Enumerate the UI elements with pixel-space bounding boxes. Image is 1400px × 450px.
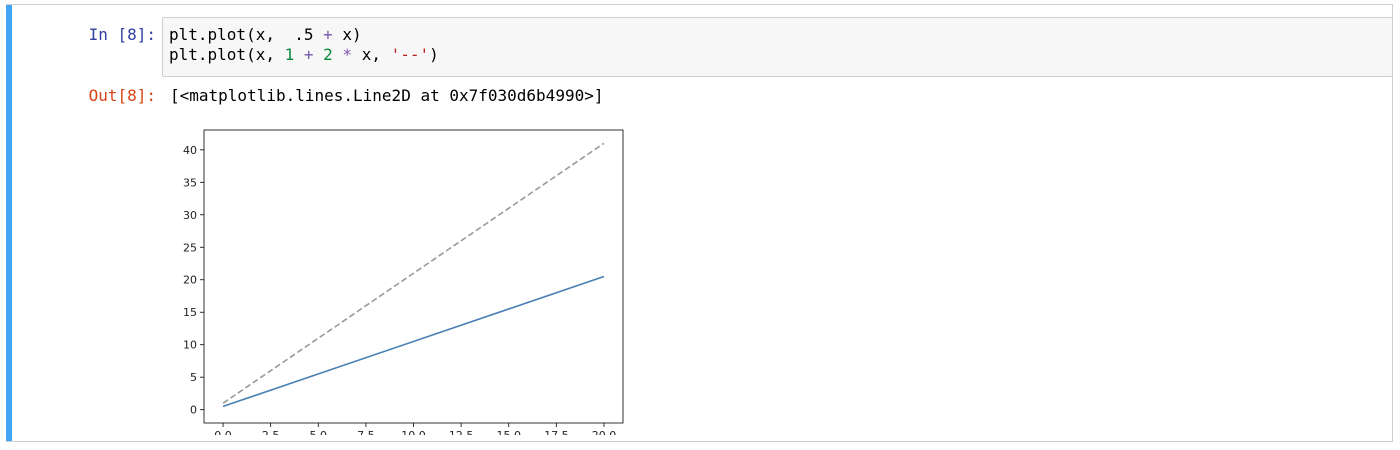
cell-selected-indicator [6,5,12,441]
code-text: plt.plot(x, .5 [169,25,324,44]
x-tick-label: 15.0 [496,429,521,435]
code-text: x) [332,25,362,44]
y-tick-label: 30 [183,209,197,222]
x-tick-label: 0.0 [214,429,232,435]
code-line-2: plt.plot(x, 1 + 2 * x, '--') [169,45,1386,65]
y-tick-label: 25 [183,241,197,254]
code-operator: * [332,45,362,64]
notebook-cell[interactable]: In [8]: plt.plot(x, .5 + x) plt.plot(x, … [6,4,1393,442]
y-tick-label: 5 [190,371,197,384]
y-tick-label: 20 [183,274,197,287]
x-tick-label: 12.5 [449,429,474,435]
series-line-1 [222,275,605,408]
y-tick-label: 35 [183,176,197,189]
code-text: plt.plot(x, [169,45,285,64]
code-string: '--' [390,45,430,64]
code-number: 1 [284,45,295,64]
code-input[interactable]: plt.plot(x, .5 + x) plt.plot(x, 1 + 2 * … [162,17,1393,77]
x-tick-label: 5.0 [310,429,328,435]
x-tick-label: 20.0 [592,429,617,435]
x-tick-label: 2.5 [262,429,280,435]
code-text: x, [361,45,391,64]
y-tick-label: 40 [183,144,197,157]
x-tick-label: 7.5 [357,429,375,435]
series-line-2 [222,142,605,404]
y-tick-label: 0 [190,404,197,417]
code-operator: + [294,45,324,64]
line-chart: 0.0 2.5 5.0 7.5 10.0 12.5 15.0 17.5 20.0 0 5 10 15 20… [183,129,624,435]
y-tick-label: 10 [183,339,197,352]
code-line-1: plt.plot(x, .5 + x) [169,25,1386,45]
input-prompt: In [8]: [88,25,156,44]
x-tick-label: 17.5 [544,429,569,435]
y-tick-label: 15 [183,306,197,319]
output-prompt: Out[8]: [88,86,156,105]
code-operator: + [323,25,333,44]
x-tick-label: 10.0 [401,429,426,435]
code-number: 2 [323,45,333,64]
code-text: ) [429,45,439,64]
output-text: [<matplotlib.lines.Line2D at 0x7f030d6b4… [170,86,604,105]
